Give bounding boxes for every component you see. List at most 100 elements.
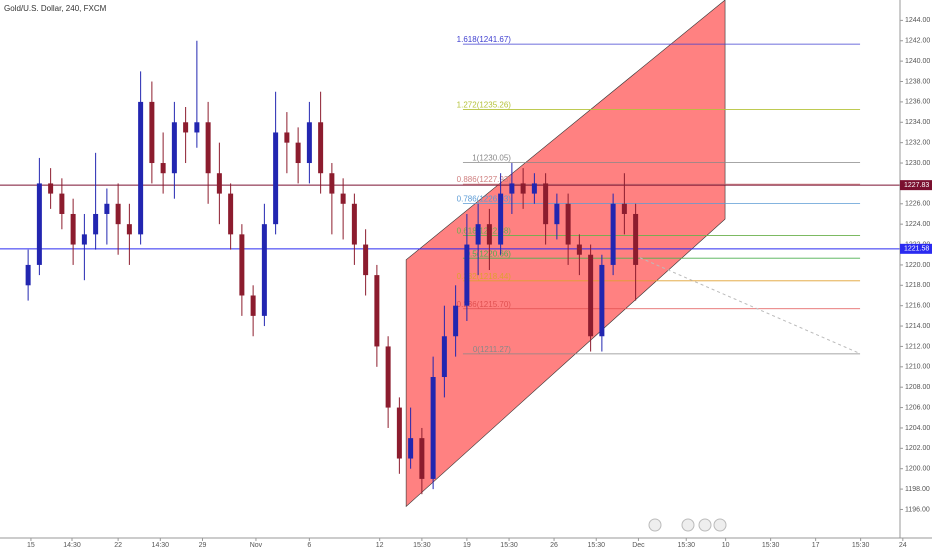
fib-label: 1.272(1235.26) bbox=[457, 101, 512, 110]
candle-body bbox=[228, 193, 234, 235]
candle-body bbox=[621, 203, 627, 214]
y-tick-label: 1242.00 bbox=[905, 38, 930, 45]
candle-body bbox=[115, 203, 121, 225]
candle-body bbox=[385, 346, 391, 408]
event-icon[interactable] bbox=[648, 518, 662, 532]
candle-body bbox=[273, 132, 279, 225]
y-tick-label: 1220.00 bbox=[905, 262, 930, 269]
y-tick-label: 1216.00 bbox=[905, 303, 930, 310]
x-tick-label: 26 bbox=[550, 542, 558, 549]
candle-body bbox=[453, 305, 459, 337]
y-tick-label: 1218.00 bbox=[905, 282, 930, 289]
candle-body bbox=[374, 275, 380, 347]
y-tick-label: 1200.00 bbox=[905, 466, 930, 473]
fib-label: 0.5(1220.66) bbox=[466, 249, 512, 258]
candle-body bbox=[554, 203, 560, 225]
x-tick-label: 15:30 bbox=[587, 542, 605, 549]
event-icons bbox=[648, 518, 727, 532]
price-tag bbox=[900, 180, 932, 191]
candle-body bbox=[329, 173, 335, 194]
candle-body bbox=[295, 142, 301, 164]
candle-body bbox=[216, 173, 222, 194]
y-tick-label: 1238.00 bbox=[905, 78, 930, 85]
candle-body bbox=[149, 101, 155, 164]
y-tick-label: 1204.00 bbox=[905, 425, 930, 432]
candle-body bbox=[531, 183, 537, 194]
candle-body bbox=[396, 407, 402, 459]
candle-body bbox=[363, 244, 369, 276]
fib-label: 0.382(1218.44) bbox=[457, 272, 512, 281]
candle-body bbox=[610, 203, 616, 265]
y-tick-label: 1212.00 bbox=[905, 343, 930, 350]
fib-label: 0.786(1226.03) bbox=[457, 195, 512, 204]
x-tick-label: 24 bbox=[899, 542, 907, 549]
candle-body bbox=[48, 183, 54, 194]
candle-body bbox=[351, 203, 357, 245]
event-icon[interactable] bbox=[698, 518, 712, 532]
candle-body bbox=[486, 224, 492, 245]
price-tag-label: 1221.58 bbox=[904, 246, 929, 253]
x-tick-label: 10 bbox=[722, 542, 730, 549]
x-tick-label: 15:30 bbox=[852, 542, 870, 549]
fib-label: 0.236(1215.70) bbox=[457, 300, 512, 309]
candle-body bbox=[250, 295, 256, 316]
x-tick-label: 12 bbox=[376, 542, 384, 549]
candle-body bbox=[104, 203, 110, 214]
plot-area: 1.618(1241.67) 1.272(1235.26) 1(1230.05) 0.… bbox=[0, 0, 900, 508]
x-tick-label: 29 bbox=[199, 542, 207, 549]
y-tick-label: 1214.00 bbox=[905, 323, 930, 330]
y-tick-label: 1208.00 bbox=[905, 384, 930, 391]
y-tick-label: 1244.00 bbox=[905, 17, 930, 24]
event-icon[interactable] bbox=[681, 518, 695, 532]
x-tick-label: 15 bbox=[27, 542, 35, 549]
candle-body bbox=[284, 132, 290, 143]
candle-body bbox=[408, 438, 414, 459]
candle-body bbox=[70, 213, 76, 245]
candle-body bbox=[239, 234, 245, 296]
candle-body bbox=[126, 224, 132, 235]
chart-title: Gold/U.S. Dollar, 240, FXCM bbox=[4, 4, 107, 13]
x-tick-label: Dec bbox=[632, 542, 645, 549]
candle-body bbox=[576, 244, 582, 255]
fib-label: 1(1230.05) bbox=[472, 154, 511, 163]
trend-line bbox=[639, 257, 861, 355]
price-tag-label: 1227.83 bbox=[904, 182, 929, 189]
candle-body bbox=[498, 193, 504, 245]
candle-body bbox=[183, 122, 189, 133]
x-tick-label: 15:30 bbox=[500, 542, 518, 549]
candle-body bbox=[81, 234, 87, 245]
price-tag bbox=[900, 243, 932, 254]
y-tick-label: 1206.00 bbox=[905, 404, 930, 411]
y-tick-label: 1210.00 bbox=[905, 364, 930, 371]
x-tick-label: 15:30 bbox=[762, 542, 780, 549]
candle-body bbox=[205, 122, 211, 174]
y-tick-label: 1236.00 bbox=[905, 99, 930, 106]
candle-body bbox=[475, 224, 481, 245]
candle-body bbox=[633, 213, 639, 265]
candle-body bbox=[340, 193, 346, 204]
y-tick-label: 1230.00 bbox=[905, 160, 930, 167]
y-tick-label: 1240.00 bbox=[905, 58, 930, 65]
candle-body bbox=[194, 122, 200, 133]
x-tick-label: 17 bbox=[812, 542, 820, 549]
y-tick-label: 1226.00 bbox=[905, 201, 930, 208]
candle-body bbox=[430, 377, 436, 479]
x-tick-label: 6 bbox=[307, 542, 311, 549]
x-tick-label: 22 bbox=[114, 542, 122, 549]
candle-body bbox=[25, 264, 31, 286]
candle-body bbox=[93, 213, 99, 235]
parallel-channel bbox=[405, 0, 726, 508]
candle-body bbox=[171, 122, 177, 174]
y-tick-label: 1202.00 bbox=[905, 445, 930, 452]
candle-body bbox=[306, 122, 312, 164]
event-icon[interactable] bbox=[713, 518, 727, 532]
candle-body bbox=[138, 101, 144, 235]
x-tick-label: Nov bbox=[250, 542, 263, 549]
candle-body bbox=[59, 193, 65, 214]
candle-body bbox=[261, 224, 267, 316]
x-tick-label: 14:30 bbox=[152, 542, 170, 549]
y-tick-label: 1232.00 bbox=[905, 139, 930, 146]
candle-body bbox=[160, 163, 166, 174]
